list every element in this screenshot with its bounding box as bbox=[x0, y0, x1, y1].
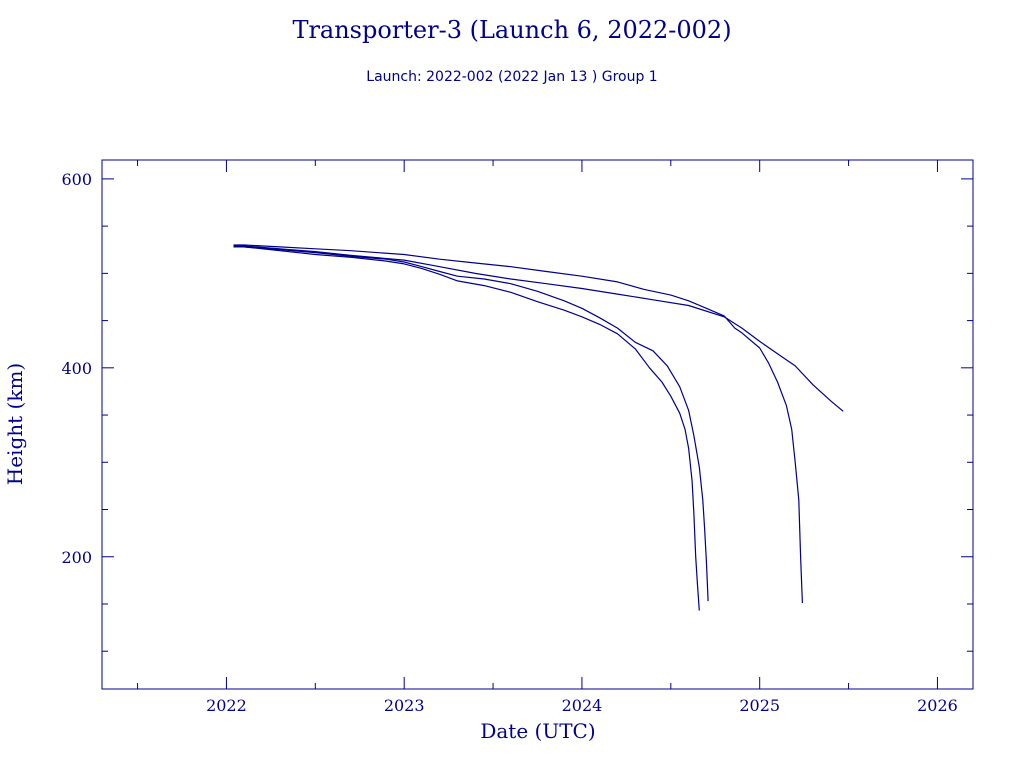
tick-labels: 2022 2023 2024 2025 2026 200 400 600 bbox=[61, 170, 957, 715]
y-tick-label: 600 bbox=[61, 170, 92, 189]
series-line-3 bbox=[233, 244, 803, 604]
series-line-4 bbox=[233, 245, 844, 412]
y-tick-label: 200 bbox=[61, 548, 92, 567]
x-tick-label: 2024 bbox=[562, 696, 603, 715]
series-line-1 bbox=[233, 246, 700, 611]
x-axis-label: Date (UTC) bbox=[480, 719, 595, 743]
x-tick-label: 2022 bbox=[206, 696, 247, 715]
plot-frame bbox=[101, 159, 974, 690]
chart-title: Transporter-3 (Launch 6, 2022-002) bbox=[292, 16, 731, 44]
series-group bbox=[233, 244, 844, 611]
y-axis-label: Height (km) bbox=[3, 363, 27, 485]
x-tick-label: 2026 bbox=[917, 696, 958, 715]
chart-subtitle: Launch: 2022-002 (2022 Jan 13 ) Group 1 bbox=[366, 69, 657, 85]
x-tick-label: 2023 bbox=[384, 696, 425, 715]
x-tick-label: 2025 bbox=[739, 696, 780, 715]
axis-ticks bbox=[102, 160, 973, 689]
y-tick-label: 400 bbox=[61, 359, 92, 378]
series-line-2 bbox=[233, 246, 709, 602]
